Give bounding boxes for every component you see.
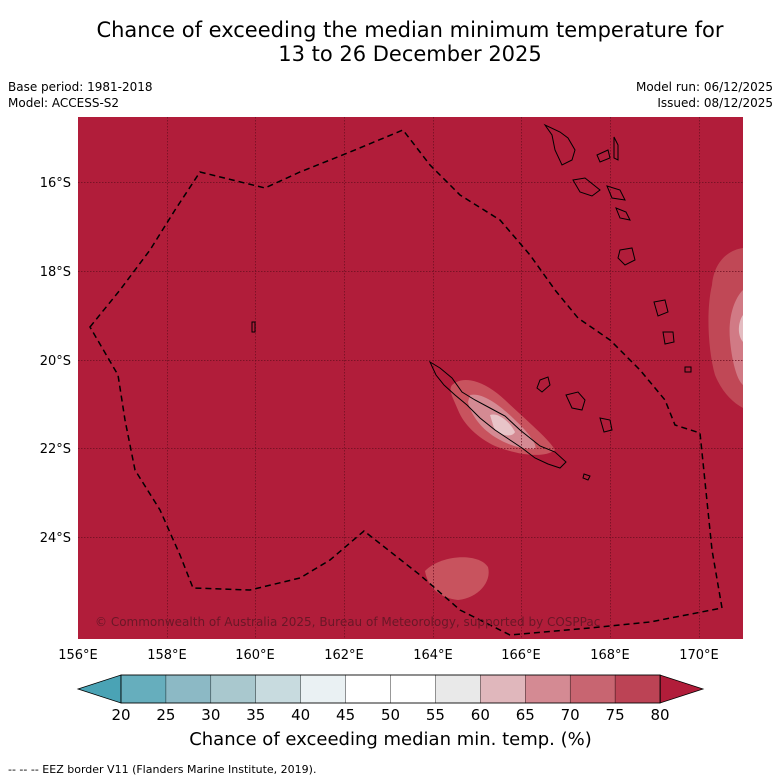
anomaly-blob-east-core [738, 315, 743, 342]
colorbar-left-arrow [76, 674, 122, 704]
anomaly-shading [425, 248, 743, 600]
isle-of-pines [582, 473, 591, 481]
lon-label-168e: 168°E [590, 648, 630, 663]
colorbar-frame [120, 674, 661, 704]
colorbar-tick-label: 40 [291, 706, 310, 724]
colorbar-segment [569, 674, 616, 704]
colorbar-segment [345, 674, 392, 704]
colorbar-segment [525, 674, 571, 704]
lon-label-164e: 164°E [413, 648, 453, 663]
colorbar-segment [300, 674, 347, 704]
colorbar-tick-label: 30 [201, 706, 220, 724]
colorbar-segment [435, 674, 482, 704]
colorbar-tick-label: 45 [336, 706, 355, 724]
loyalty-islands-1 [536, 376, 551, 393]
base-period: Base period: 1981-2018 [8, 80, 153, 94]
colorbar-segment [390, 674, 437, 704]
eez-legend: -- -- -- EEZ border V11 (Flanders Marine… [8, 763, 317, 776]
new-caledonia [428, 360, 567, 469]
colorbar-tick-label: 25 [156, 706, 175, 724]
chesterfield-islet [251, 321, 256, 333]
anomaly-blob-east-inner [729, 290, 743, 385]
model-run: Model run: 06/12/2025 [635, 80, 773, 94]
lat-label-20s: 20°S [40, 354, 71, 369]
gridlines [78, 117, 743, 639]
lon-label-156e: 156°E [58, 648, 98, 663]
eez-border [89, 129, 723, 636]
colorbar-tick-label: 75 [606, 706, 625, 724]
map-area [78, 117, 743, 639]
colorbar-segment [210, 674, 257, 704]
vanuatu-1 [543, 123, 576, 166]
lon-label-158e: 158°E [147, 648, 187, 663]
vanuatu-6 [615, 207, 631, 221]
colorbar-ticks: 20 25 30 35 40 45 50 55 60 65 70 75 80 [111, 706, 669, 724]
colorbar-tick-label: 65 [516, 706, 535, 724]
coastlines [251, 123, 692, 481]
loyalty-islands-2 [565, 391, 586, 411]
vanuatu-2 [596, 149, 611, 163]
anomaly-blob-south [425, 557, 489, 600]
colorbar-tick-label: 55 [426, 706, 445, 724]
colorbar-segment [120, 674, 167, 704]
colorbar-tick-label: 50 [381, 706, 400, 724]
title-line-1: Chance of exceeding the median minimum t… [96, 18, 724, 42]
colorbar-right-arrow [659, 674, 705, 704]
colorbar-segment [480, 674, 526, 704]
vanuatu-3 [613, 136, 619, 161]
lon-labels: 156°E 158°E 160°E 162°E 164°E 166°E 168°… [58, 648, 719, 663]
lon-label-162e: 162°E [324, 648, 364, 663]
copyright-text: © Commonwealth of Australia 2025, Bureau… [95, 615, 600, 629]
vanuatu-9 [662, 331, 675, 345]
colorbar-segment [614, 674, 661, 704]
map-title: Chance of exceeding the median minimum t… [0, 18, 781, 66]
info-right: Model run: 06/12/2025 Issued: 08/12/2025 [636, 79, 773, 111]
lat-label-24s: 24°S [40, 531, 71, 546]
vanuatu-7 [617, 247, 636, 266]
colorbar: 20 25 30 35 40 45 50 55 60 65 70 75 80 [76, 674, 705, 724]
lon-label-166e: 166°E [501, 648, 541, 663]
title-line-2: 13 to 26 December 2025 [278, 42, 542, 66]
colorbar-segments [120, 674, 661, 704]
issued-date: Issued: 08/12/2025 [657, 96, 773, 110]
colorbar-segment [165, 674, 212, 704]
colorbar-segment [255, 674, 302, 704]
lat-label-16s: 16°S [40, 176, 71, 191]
colorbar-tick-label: 70 [561, 706, 580, 724]
lat-label-18s: 18°S [40, 265, 71, 280]
colorbar-label: Chance of exceeding median min. temp. (%… [189, 729, 592, 750]
lat-labels: 16°S 18°S 20°S 22°S 24°S [40, 176, 71, 546]
lat-label-22s: 22°S [40, 442, 71, 457]
vanuatu-4 [572, 177, 601, 197]
colorbar-tick-label: 60 [471, 706, 490, 724]
info-left: Base period: 1981-2018 Model: ACCESS-S2 [8, 79, 153, 111]
loyalty-islands-3 [599, 417, 613, 433]
lon-label-170e: 170°E [679, 648, 719, 663]
anomaly-blob-east [708, 248, 743, 408]
colorbar-tick-label: 35 [246, 706, 265, 724]
lon-label-160e: 160°E [235, 648, 275, 663]
anomaly-blob-nc-core [490, 414, 515, 436]
model-name: Model: ACCESS-S2 [8, 96, 120, 110]
vanuatu-5 [606, 185, 626, 201]
vanuatu-8 [653, 299, 669, 317]
colorbar-tick-label: 20 [111, 706, 130, 724]
colorbar-tick-label: 80 [650, 706, 669, 724]
vanuatu-10 [684, 366, 692, 373]
